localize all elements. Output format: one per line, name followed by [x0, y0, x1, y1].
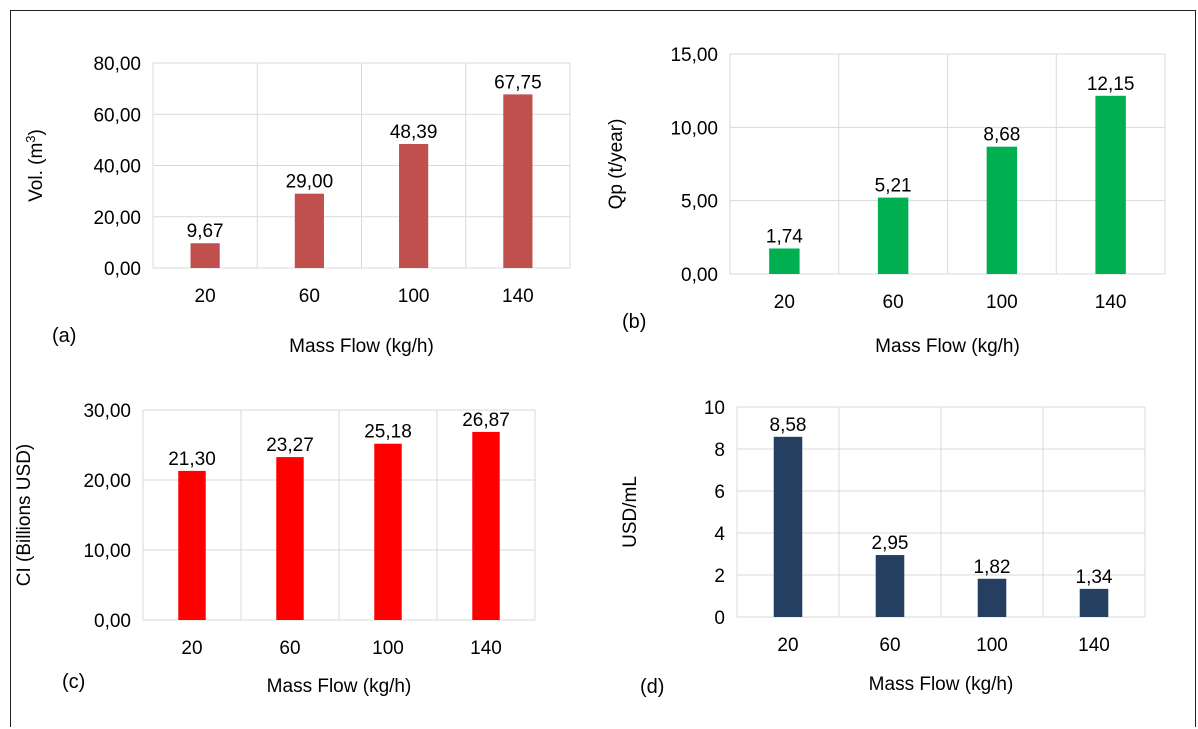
y-tick-label: 6 — [714, 482, 725, 503]
bar — [472, 431, 500, 620]
x-tick-label: 20 — [774, 292, 795, 313]
data-label: 29,00 — [286, 172, 334, 193]
bar — [977, 578, 1007, 617]
data-label: 25,18 — [364, 422, 412, 443]
y-axis-label: CI (Billions USD) — [14, 444, 35, 587]
bar — [875, 555, 905, 617]
x-axis-label: Mass Flow (kg/h) — [875, 336, 1020, 357]
panel-label: (a) — [52, 325, 76, 347]
bar — [1095, 95, 1126, 274]
bar — [399, 144, 429, 268]
x-tick-label: 60 — [883, 292, 904, 313]
x-tick-label: 140 — [502, 286, 534, 307]
data-label: 1,34 — [1076, 567, 1113, 588]
x-axis-label: Mass Flow (kg/h) — [267, 676, 412, 697]
data-label: 21,30 — [168, 449, 216, 470]
y-axis-label: Vol. (m3) — [23, 129, 47, 202]
bar — [374, 443, 402, 620]
data-label: 8,58 — [770, 415, 807, 436]
chart-panel-4: 0 2 4 6 8 10 8,58 20 2,95 60 1,82 100 1,34 140 Mass Fl… — [620, 398, 1146, 698]
x-tick-label: 60 — [279, 638, 300, 659]
y-tick-label: 2 — [714, 566, 725, 587]
x-axis-label: Mass Flow (kg/h) — [289, 336, 434, 357]
data-label: 67,75 — [494, 72, 542, 93]
data-label: 1,82 — [974, 557, 1011, 578]
x-tick-label: 60 — [879, 635, 900, 656]
y-tick-label: 4 — [714, 524, 725, 545]
bar — [769, 248, 800, 274]
x-tick-label: 60 — [299, 286, 320, 307]
bar — [1079, 588, 1109, 617]
y-tick-label: 15,00 — [670, 45, 718, 66]
x-tick-label: 100 — [398, 286, 430, 307]
chart-panel-1: 0,00 20,00 40,00 60,00 80,00 9,67 20 29,00 60 48,… — [23, 54, 571, 357]
y-tick-label: 30,00 — [83, 401, 131, 422]
bar — [294, 193, 324, 268]
bar — [773, 436, 803, 617]
data-label: 1,74 — [766, 226, 803, 247]
data-label: 12,15 — [1087, 74, 1135, 95]
x-tick-label: 140 — [470, 638, 502, 659]
bar — [190, 243, 220, 268]
data-label: 5,21 — [875, 176, 912, 197]
data-label: 23,27 — [266, 435, 314, 456]
y-tick-label: 20,00 — [93, 208, 141, 229]
bar — [178, 470, 206, 620]
bar — [503, 94, 533, 268]
y-tick-label: 5,00 — [681, 192, 718, 213]
data-label: 9,67 — [187, 221, 224, 242]
x-axis-label: Mass Flow (kg/h) — [869, 674, 1014, 695]
x-tick-label: 140 — [1095, 292, 1127, 313]
data-label: 26,87 — [462, 410, 510, 431]
y-tick-label: 20,00 — [83, 471, 131, 492]
y-tick-label: 80,00 — [93, 54, 141, 75]
y-tick-label: 10,00 — [670, 118, 718, 139]
x-tick-label: 20 — [181, 638, 202, 659]
bar — [986, 146, 1018, 274]
x-tick-label: 100 — [372, 638, 404, 659]
figure-frame — [10, 10, 1196, 727]
panel-label: (d) — [640, 676, 664, 698]
y-axis-label: Qp (t/year) — [606, 119, 627, 210]
bar — [276, 457, 304, 620]
x-tick-label: 20 — [777, 635, 798, 656]
y-tick-label: 0,00 — [94, 611, 131, 632]
y-tick-label: 0 — [714, 608, 725, 629]
panel-label: (c) — [62, 671, 85, 693]
y-tick-label: 60,00 — [93, 105, 141, 126]
data-label: 8,68 — [983, 125, 1020, 146]
chart-panel-3: 0,00 10,00 20,00 30,00 21,30 20 23,27 60 25,18 10… — [14, 401, 536, 697]
x-tick-label: 20 — [195, 286, 216, 307]
bar — [877, 197, 909, 274]
y-tick-label: 8 — [714, 440, 725, 461]
panel-label: (b) — [622, 311, 646, 333]
y-tick-label: 40,00 — [93, 157, 141, 178]
x-tick-label: 100 — [986, 292, 1018, 313]
x-tick-label: 100 — [976, 635, 1008, 656]
chart-panel-2: 0,00 5,00 10,00 15,00 1,74 20 5,21 60 8,68 100 12,… — [606, 45, 1166, 357]
y-tick-label: 10,00 — [83, 541, 131, 562]
data-label: 2,95 — [872, 533, 909, 554]
data-label: 48,39 — [390, 122, 438, 143]
y-tick-label: 0,00 — [681, 265, 718, 286]
y-tick-label: 0,00 — [104, 259, 141, 280]
y-tick-label: 10 — [704, 398, 725, 419]
y-axis-label: USD/mL — [620, 476, 641, 548]
x-tick-label: 140 — [1078, 635, 1110, 656]
